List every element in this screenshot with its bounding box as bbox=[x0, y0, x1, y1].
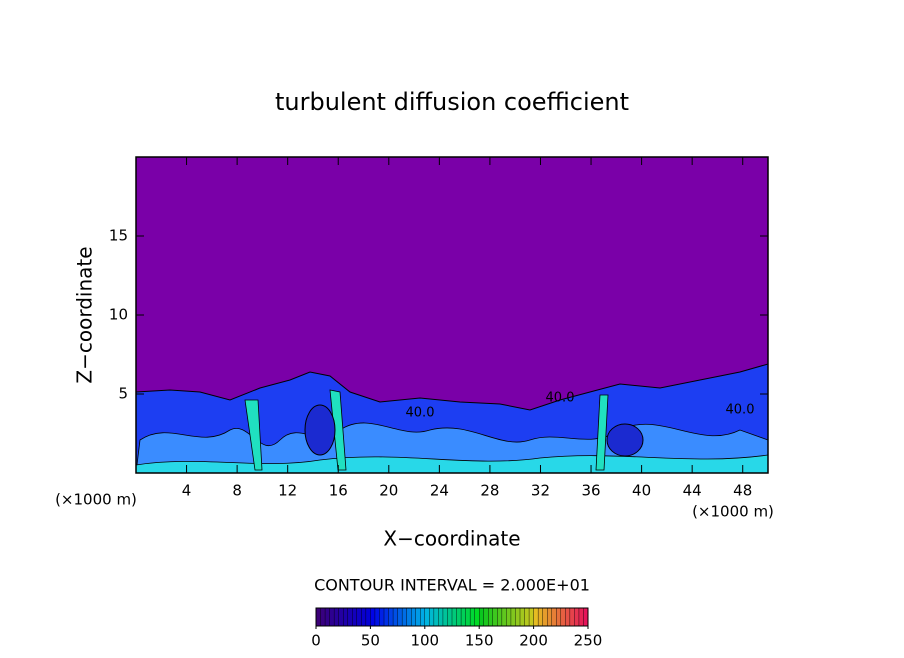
colorbar-cell bbox=[465, 607, 471, 627]
x-tick-label: 16 bbox=[329, 482, 348, 500]
contour-label: 40.0 bbox=[726, 403, 755, 418]
colorbar-cell bbox=[560, 607, 566, 627]
colorbar-cell bbox=[374, 607, 380, 627]
colorbar-cell bbox=[542, 607, 548, 627]
colorbar-cell bbox=[574, 607, 580, 627]
colorbar-cell bbox=[565, 607, 571, 627]
colorbar-cell bbox=[415, 607, 421, 627]
colorbar-cell bbox=[456, 607, 462, 627]
x-unit-label: (×1000 m) bbox=[692, 503, 774, 521]
y-tick-label: 10 bbox=[109, 306, 128, 324]
colorbar-cell bbox=[361, 607, 367, 627]
colorbar-cell bbox=[569, 607, 575, 627]
x-axis-label: X−coordinate bbox=[383, 527, 520, 551]
contour-interval: CONTOUR INTERVAL = 2.000E+01 bbox=[314, 576, 590, 595]
y-tick-label: 15 bbox=[109, 227, 128, 245]
colorbar-tick-label: 200 bbox=[519, 632, 548, 650]
colorbar-cell bbox=[338, 607, 344, 627]
colorbar-cell bbox=[451, 607, 458, 627]
contour-label: 40.0 bbox=[546, 391, 575, 406]
colorbar-cell bbox=[551, 607, 557, 627]
colorbar-cell bbox=[492, 607, 498, 627]
field bbox=[135, 157, 769, 474]
colorbar-cell bbox=[442, 607, 448, 627]
colorbar-cell bbox=[528, 607, 535, 627]
x-tick-label: 48 bbox=[733, 482, 752, 500]
colorbar-cell bbox=[356, 607, 362, 627]
colorbar-cell bbox=[438, 607, 444, 627]
colorbar-cell bbox=[556, 607, 562, 627]
colorbar-cell bbox=[547, 607, 553, 627]
colorbar-cell bbox=[320, 607, 326, 627]
colorbar-cell bbox=[370, 607, 376, 627]
colorbar-tick-label: 100 bbox=[410, 632, 439, 650]
colorbar-cell bbox=[433, 607, 439, 627]
colorbar-cell bbox=[352, 607, 358, 627]
y-axis-label: Z−coordinate bbox=[73, 246, 97, 383]
colorbar-cell bbox=[447, 607, 453, 627]
colorbar-cell bbox=[411, 607, 417, 627]
colorbar-cell bbox=[469, 607, 476, 627]
colorbar-cell bbox=[388, 607, 394, 627]
field-contour bbox=[135, 454, 769, 474]
colorbar-cell bbox=[501, 607, 507, 627]
colorbar-cell bbox=[401, 607, 408, 627]
x-tick-label: 12 bbox=[278, 482, 297, 500]
x-tick-label: 36 bbox=[581, 482, 600, 500]
colorbar-cell bbox=[488, 607, 494, 627]
colorbar-cell bbox=[347, 607, 353, 627]
colorbar-cell bbox=[578, 607, 584, 627]
colorbar-cell bbox=[392, 607, 399, 627]
colorbar-cell bbox=[424, 607, 430, 627]
x-tick-label: 40 bbox=[632, 482, 651, 500]
colorbar-cell bbox=[460, 607, 467, 627]
colorbar-cell bbox=[474, 607, 480, 627]
colorbar-cell bbox=[397, 607, 403, 627]
colorbar-cell bbox=[510, 607, 516, 627]
x-tick-label: 4 bbox=[182, 482, 192, 500]
x-tick-label: 24 bbox=[430, 482, 449, 500]
colorbar-cell bbox=[420, 607, 426, 627]
colorbar-cell bbox=[329, 607, 335, 627]
colorbar-cell bbox=[524, 607, 530, 627]
colorbar-cell bbox=[379, 607, 385, 627]
colorbar-cell bbox=[515, 607, 521, 627]
colorbar-cell bbox=[506, 607, 512, 627]
y-tick-label: 5 bbox=[118, 385, 128, 403]
x-tick-label: 8 bbox=[232, 482, 242, 500]
colorbar-cell bbox=[343, 607, 349, 627]
colorbar-cell bbox=[406, 607, 412, 627]
contour-label: 40.0 bbox=[406, 406, 435, 421]
colorbar-cell bbox=[533, 607, 539, 627]
chart-title: turbulent diffusion coefficient bbox=[275, 88, 629, 116]
x-unit-label: (×1000 m) bbox=[55, 491, 137, 509]
colorbar-cell bbox=[333, 607, 340, 627]
colorbar-tick-label: 250 bbox=[574, 632, 603, 650]
colorbar-tick-label: 50 bbox=[361, 632, 380, 650]
colorbar: 0 50 100 150 200 250 bbox=[311, 607, 603, 650]
x-tick-label: 20 bbox=[379, 482, 398, 500]
colorbar-cell bbox=[365, 607, 371, 627]
colorbar-cell bbox=[324, 607, 331, 627]
field-contour bbox=[244, 389, 609, 471]
field-contour bbox=[606, 423, 644, 457]
colorbar-cell bbox=[429, 607, 435, 627]
colorbar-tick-label: 0 bbox=[311, 632, 321, 650]
colorbar-tick-label: 150 bbox=[465, 632, 494, 650]
colorbar-cell bbox=[315, 607, 322, 627]
field-contour bbox=[304, 404, 336, 456]
x-tick-label: 44 bbox=[683, 482, 702, 500]
colorbar-cell bbox=[483, 607, 489, 627]
colorbar-cell bbox=[497, 607, 503, 627]
colorbar-cell bbox=[519, 607, 526, 627]
x-tick-label: 32 bbox=[531, 482, 550, 500]
colorbar-frame bbox=[315, 607, 589, 627]
colorbar-cell bbox=[479, 607, 485, 627]
colorbar-cell bbox=[537, 607, 544, 627]
colorbar-cell bbox=[383, 607, 390, 627]
x-tick-label: 28 bbox=[480, 482, 499, 500]
